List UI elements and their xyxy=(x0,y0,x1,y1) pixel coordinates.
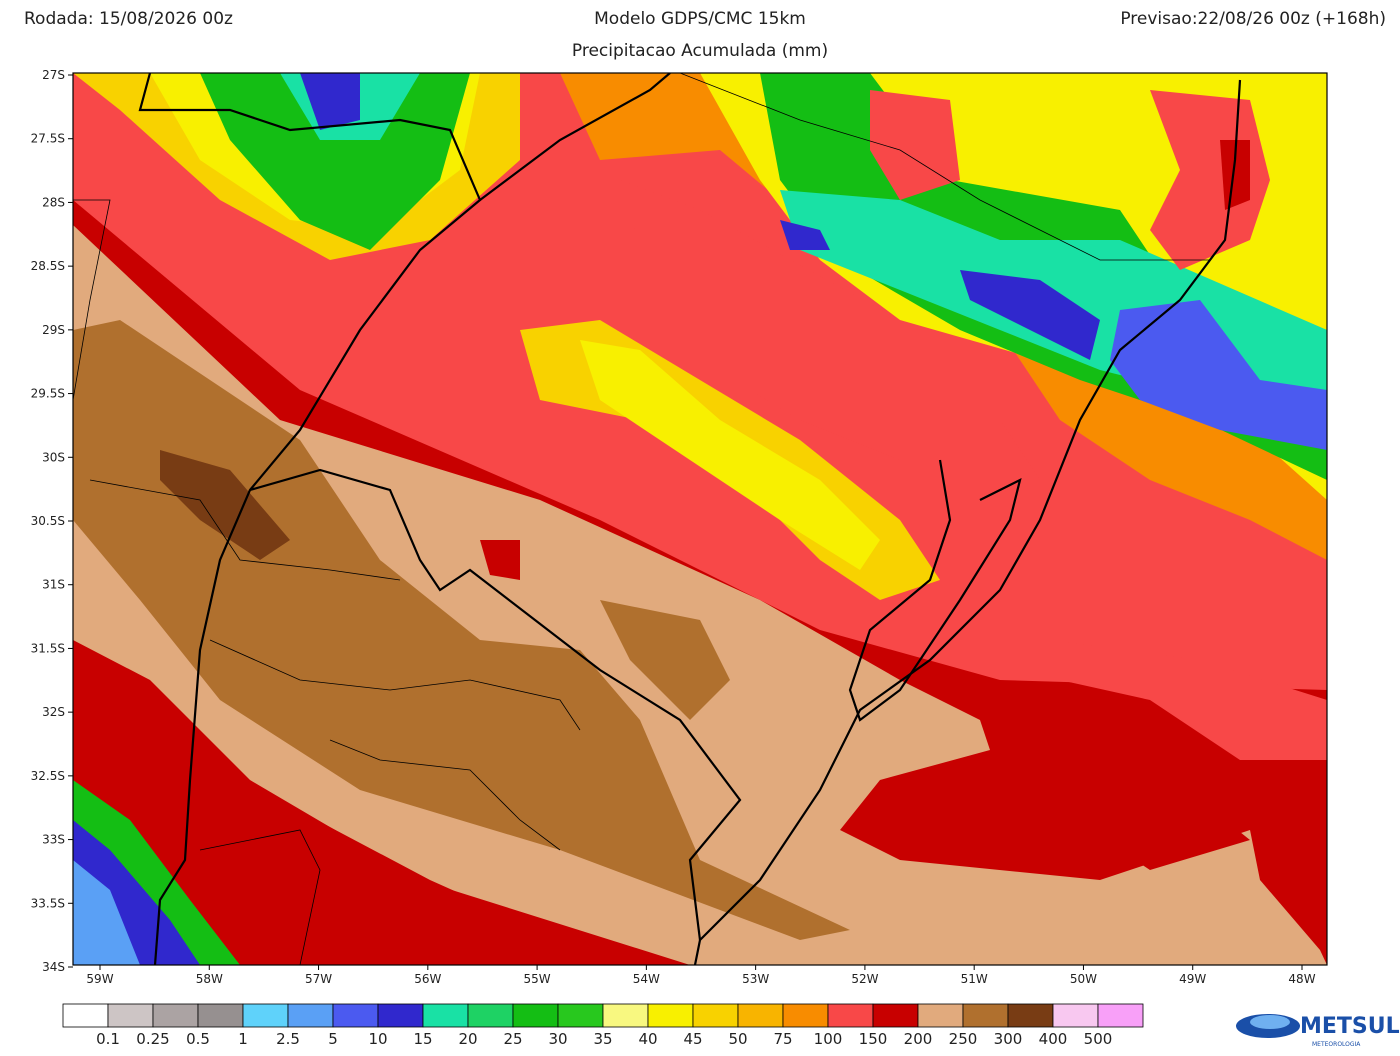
colorbar-label: 50 xyxy=(728,1030,747,1048)
lat-label: 32S xyxy=(42,705,65,719)
lat-label: 28S xyxy=(42,195,65,209)
colorbar-label: 45 xyxy=(683,1030,702,1048)
colorbar-label: 300 xyxy=(994,1030,1023,1048)
colorbar-box xyxy=(422,1003,469,1028)
colorbar-box xyxy=(242,1003,289,1028)
colorbar-label: 150 xyxy=(859,1030,888,1048)
colorbar-label: 20 xyxy=(458,1030,477,1048)
colorbar-box xyxy=(197,1003,244,1028)
colorbar-label: 0.1 xyxy=(96,1030,120,1048)
lon-label: 54W xyxy=(633,972,660,986)
lat-label: 30S xyxy=(42,450,65,464)
model-title: Modelo GDPS/CMC 15km xyxy=(594,9,806,29)
run-time: Rodada: 15/08/2026 00z xyxy=(24,9,233,29)
lat-label: 27.5S xyxy=(31,132,65,146)
forecast-time: Previsao:22/08/26 00z (+168h) xyxy=(1120,9,1386,29)
lat-label: 33S xyxy=(42,833,65,847)
colorbar-label: 500 xyxy=(1084,1030,1113,1048)
colorbar-label: 2.5 xyxy=(276,1030,300,1048)
lon-label: 50W xyxy=(1070,972,1097,986)
metsul-logo: METSUL METEOROLOGIA xyxy=(1236,1014,1400,1048)
colorbar-label: 0.5 xyxy=(186,1030,210,1048)
map-frame xyxy=(72,72,1328,966)
colorbar-label: 25 xyxy=(503,1030,522,1048)
lat-label: 34S xyxy=(42,960,65,974)
lon-label: 56W xyxy=(414,972,441,986)
lon-label: 58W xyxy=(196,972,223,986)
lon-label: 57W xyxy=(305,972,332,986)
colorbar-label: 30 xyxy=(548,1030,567,1048)
lat-label: 28.5S xyxy=(31,259,65,273)
colorbar-label: 0.25 xyxy=(136,1030,169,1048)
colorbar-label: 400 xyxy=(1039,1030,1068,1048)
lat-label: 31S xyxy=(42,578,65,592)
logo-tagline: METEOROLOGIA xyxy=(1312,1041,1361,1048)
colorbar-box xyxy=(62,1003,109,1028)
colorbar-box xyxy=(1007,1003,1054,1028)
colorbar-label: 200 xyxy=(904,1030,933,1048)
lat-label: 31.5S xyxy=(31,641,65,655)
lat-label: 29.5S xyxy=(31,387,65,401)
colorbar-box xyxy=(332,1003,379,1028)
colorbar-label: 100 xyxy=(814,1030,843,1048)
colorbar-label: 5 xyxy=(328,1030,338,1048)
colorbar-label: 35 xyxy=(593,1030,612,1048)
lat-label: 27S xyxy=(42,68,65,82)
colorbar-label: 250 xyxy=(949,1030,978,1048)
colorbar-box xyxy=(602,1003,649,1028)
colorbar-box xyxy=(512,1003,559,1028)
colorbar-label: 1 xyxy=(238,1030,248,1048)
colorbar-label: 75 xyxy=(773,1030,792,1048)
lon-label: 53W xyxy=(742,972,769,986)
colorbar-box xyxy=(737,1003,784,1028)
lat-label: 30.5S xyxy=(31,514,65,528)
lon-label: 52W xyxy=(851,972,878,986)
colorbar-box xyxy=(917,1003,964,1028)
colorbar-box xyxy=(962,1003,1009,1028)
colorbar-box xyxy=(107,1003,154,1028)
lat-label: 32.5S xyxy=(31,769,65,783)
lon-label: 48W xyxy=(1288,972,1315,986)
logo-name: METSUL xyxy=(1300,1014,1400,1039)
lon-label: 55W xyxy=(524,972,551,986)
colorbar-box xyxy=(782,1003,829,1028)
subtitle: Precipitacao Acumulada (mm) xyxy=(572,41,828,61)
colorbar-box xyxy=(872,1003,919,1028)
colorbar-box xyxy=(1052,1003,1099,1028)
colorbar-label: 10 xyxy=(368,1030,387,1048)
colorbar-box xyxy=(467,1003,514,1028)
colorbar-box xyxy=(377,1003,424,1028)
lat-label: 29S xyxy=(42,323,65,337)
colorbar-box xyxy=(827,1003,874,1028)
colorbar-box xyxy=(647,1003,694,1028)
colorbar-box xyxy=(557,1003,604,1028)
lat-label: 33.5S xyxy=(31,896,65,910)
colorbar-box xyxy=(152,1003,199,1028)
lon-label: 59W xyxy=(86,972,113,986)
colorbar-label: 40 xyxy=(638,1030,657,1048)
colorbar-box xyxy=(287,1003,334,1028)
precip-map xyxy=(73,73,1327,965)
lon-label: 51W xyxy=(961,972,988,986)
colorbar-box xyxy=(1097,1003,1144,1028)
colorbar-box xyxy=(692,1003,739,1028)
colorbar-label: 15 xyxy=(413,1030,432,1048)
lon-label: 49W xyxy=(1179,972,1206,986)
